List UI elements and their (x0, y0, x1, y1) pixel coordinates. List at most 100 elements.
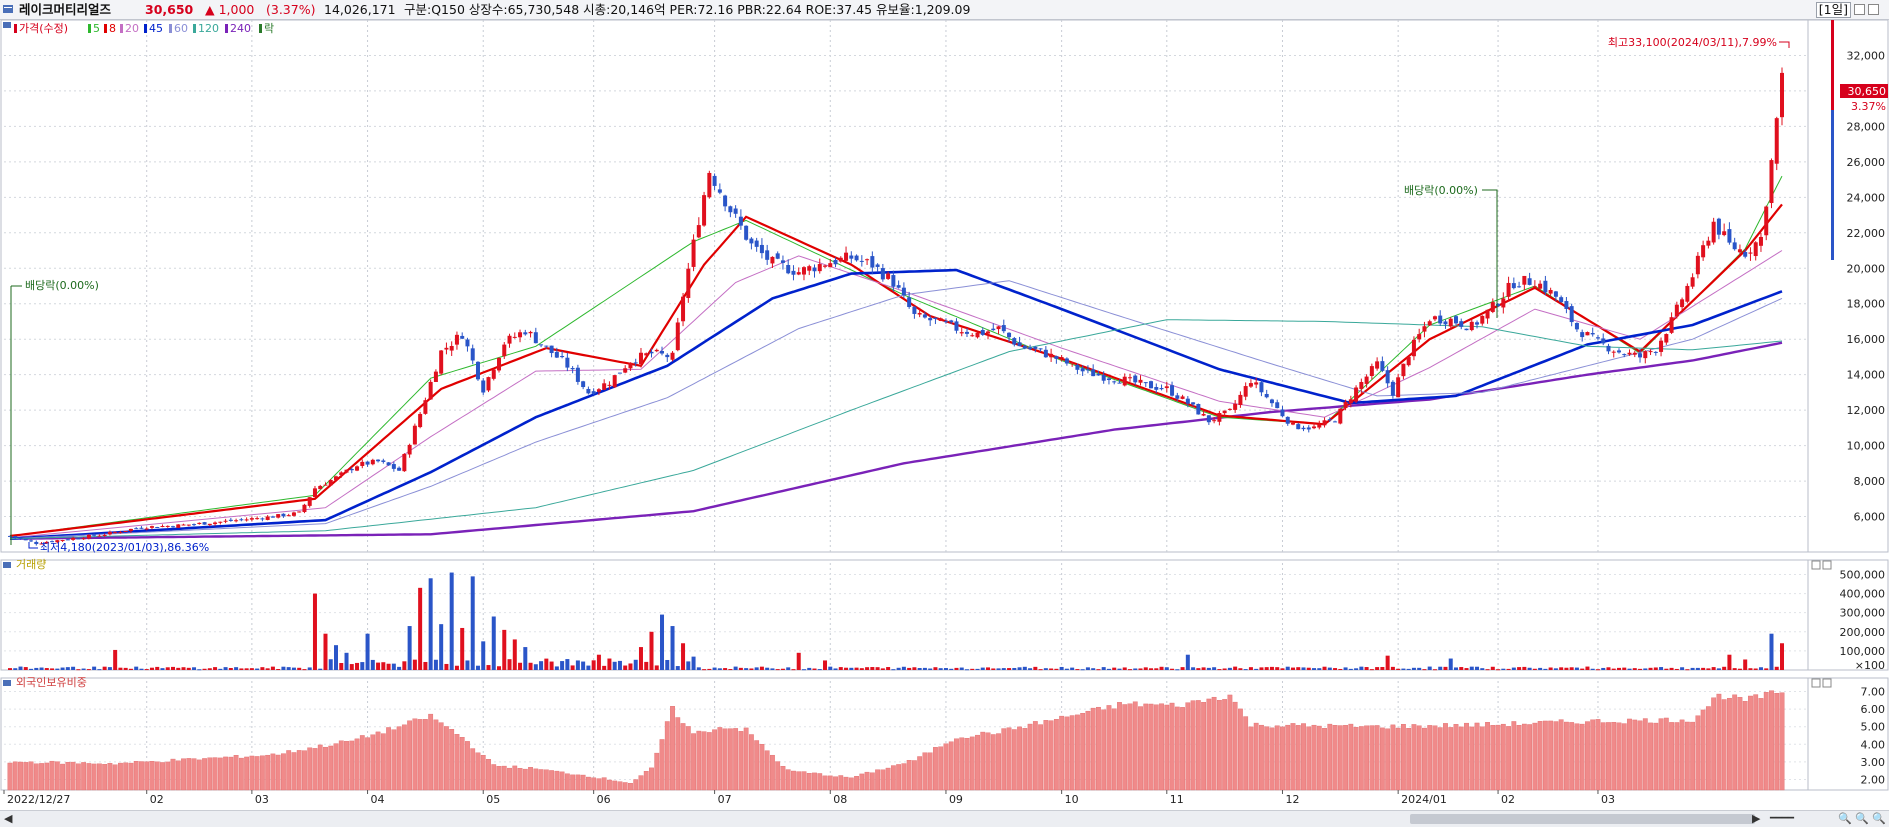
volume-bar[interactable] (996, 668, 1001, 670)
foreign-ratio-bar[interactable] (354, 738, 360, 791)
volume-bar[interactable] (1522, 666, 1527, 670)
volume-bar[interactable] (249, 668, 254, 670)
volume-bar[interactable] (1133, 668, 1138, 670)
volume-bar[interactable] (1648, 667, 1653, 670)
foreign-ratio-bar[interactable] (554, 770, 560, 791)
foreign-ratio-bar[interactable] (638, 775, 644, 791)
volume-bar[interactable] (565, 659, 570, 670)
volume-bar[interactable] (202, 668, 207, 670)
volume-bar[interactable] (239, 668, 244, 670)
candle-body[interactable] (1143, 382, 1148, 384)
volume-bar[interactable] (1459, 667, 1464, 670)
foreign-ratio-bar[interactable] (1090, 707, 1096, 791)
volume-bar[interactable] (428, 578, 433, 670)
candle-body[interactable] (260, 518, 265, 520)
legend-ma60[interactable]: 60 (174, 22, 188, 35)
candle-body[interactable] (1028, 347, 1033, 350)
volume-bar[interactable] (134, 666, 139, 670)
foreign-ratio-bar[interactable] (370, 734, 376, 791)
foreign-ratio-bar[interactable] (1101, 709, 1107, 791)
volume-bar[interactable] (1632, 668, 1637, 670)
candle-body[interactable] (1459, 321, 1464, 327)
volume-bar[interactable] (917, 668, 922, 670)
volume-bar[interactable] (733, 666, 738, 670)
candle-body[interactable] (901, 287, 906, 296)
foreign-ratio-bar[interactable] (1180, 707, 1185, 791)
volume-bar[interactable] (791, 669, 796, 671)
volume-bar[interactable] (1743, 659, 1748, 670)
volume-bar[interactable] (1595, 669, 1600, 671)
candle-body[interactable] (1611, 351, 1616, 353)
volume-bar[interactable] (875, 667, 880, 670)
volume-bar[interactable] (1553, 668, 1558, 670)
volume-bar[interactable] (1748, 668, 1753, 670)
foreign-ratio-bar[interactable] (796, 771, 802, 791)
candle-body[interactable] (1527, 278, 1532, 285)
foreign-ratio-bar[interactable] (1532, 722, 1538, 791)
legend-price[interactable]: 가격(수정) (19, 22, 68, 35)
volume-bar[interactable] (1064, 668, 1069, 670)
foreign-ratio-bar[interactable] (65, 761, 71, 791)
foreign-ratio-bar[interactable] (722, 728, 728, 791)
candle-body[interactable] (1443, 321, 1448, 325)
foreign-ratio-bar[interactable] (922, 752, 928, 791)
foreign-ratio-bar[interactable] (1043, 720, 1049, 791)
volume-bar[interactable] (891, 669, 896, 671)
volume-bar[interactable] (1049, 668, 1054, 670)
candle-body[interactable] (943, 321, 948, 323)
volume-bar[interactable] (29, 668, 34, 670)
zoom-reset-icon[interactable]: 🔍 (1855, 812, 1869, 825)
volume-bar[interactable] (638, 647, 643, 670)
foreign-ratio-bar[interactable] (906, 760, 912, 791)
foreign-ratio-bar[interactable] (333, 743, 339, 791)
foreign-ratio-bar[interactable] (307, 747, 313, 791)
volume-bar[interactable] (1690, 667, 1695, 670)
volume-bar[interactable] (465, 660, 470, 670)
foreign-ratio-bar[interactable] (1548, 720, 1554, 791)
foreign-ratio-bar[interactable] (238, 757, 244, 791)
foreign-panel-close-button[interactable] (1822, 678, 1832, 688)
candle-body[interactable] (223, 520, 228, 522)
volume-bar[interactable] (44, 668, 49, 670)
foreign-ratio-bar[interactable] (1148, 703, 1154, 791)
candle-body[interactable] (449, 346, 454, 351)
foreign-ratio-bar[interactable] (12, 761, 18, 791)
foreign-ratio-bar[interactable] (1211, 696, 1217, 791)
candle-body[interactable] (1238, 394, 1243, 405)
candle-body[interactable] (1122, 376, 1127, 386)
volume-bar[interactable] (512, 639, 517, 670)
foreign-ratio-bar[interactable] (202, 758, 207, 791)
candle-body[interactable] (954, 321, 959, 331)
volume-bar[interactable] (1674, 668, 1679, 670)
volume-bar[interactable] (770, 668, 775, 670)
foreign-ratio-bar[interactable] (833, 776, 838, 791)
legend-ma20[interactable]: 20 (125, 22, 139, 35)
foreign-ratio-bar[interactable] (696, 730, 702, 791)
foreign-ratio-bar[interactable] (1443, 723, 1448, 791)
foreign-ratio-bar[interactable] (854, 776, 859, 791)
candle-body[interactable] (1254, 382, 1259, 385)
candle-body[interactable] (1669, 317, 1674, 333)
foreign-ratio-bar[interactable] (564, 773, 570, 791)
foreign-ratio-bar[interactable] (486, 759, 491, 791)
candle-body[interactable] (544, 345, 549, 347)
foreign-ratio-bar[interactable] (401, 724, 407, 791)
foreign-ratio-bar[interactable] (470, 748, 476, 791)
foreign-ratio-bar[interactable] (265, 754, 271, 791)
foreign-ratio-bar[interactable] (228, 756, 234, 791)
volume-bar[interactable] (281, 666, 286, 670)
candle-body[interactable] (1743, 251, 1748, 257)
foreign-ratio-bar[interactable] (507, 767, 512, 791)
scroll-left-icon[interactable]: ◀ (4, 812, 13, 825)
candle-body[interactable] (491, 369, 496, 379)
candle-body[interactable] (649, 351, 654, 354)
candle-body[interactable] (1075, 364, 1080, 370)
candle-body[interactable] (407, 444, 412, 455)
foreign-ratio-bar[interactable] (1327, 723, 1333, 791)
candle-body[interactable] (155, 527, 160, 529)
candle-body[interactable] (60, 540, 65, 542)
foreign-ratio-bar[interactable] (1658, 718, 1664, 791)
candle-body[interactable] (1548, 289, 1553, 294)
volume-bar[interactable] (1007, 668, 1012, 670)
candle-body[interactable] (1017, 342, 1022, 347)
